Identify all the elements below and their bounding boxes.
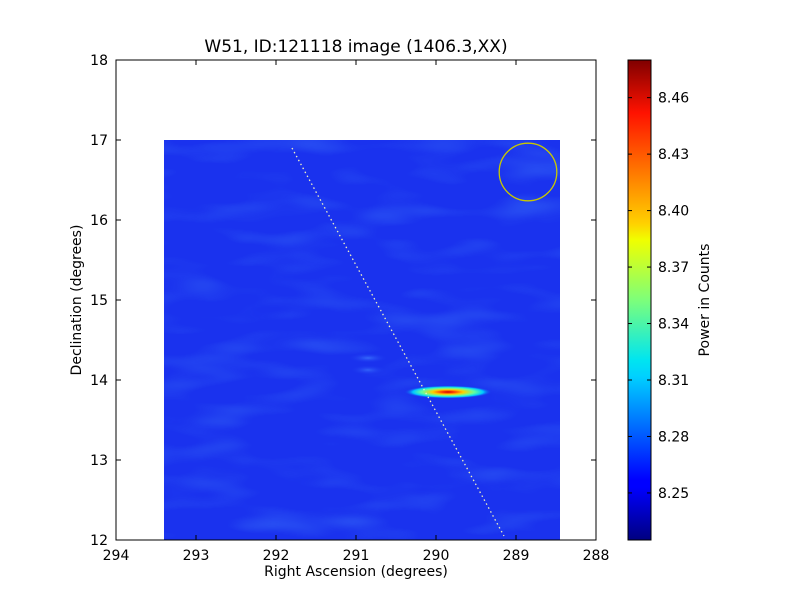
x-tick-label: 291: [343, 548, 370, 564]
colorbar-tick-label: 8.37: [658, 260, 689, 276]
faint-source: [348, 353, 388, 363]
y-axis-ticks: 12 13 14 15 16 17 18: [90, 53, 596, 549]
colorbar-tick-label: 8.28: [658, 429, 689, 445]
colorbar-tick-label: 8.34: [658, 317, 689, 333]
y-tick-label: 15: [90, 293, 108, 309]
dotted-track-line: [291, 147, 505, 537]
y-tick-label: 18: [90, 53, 108, 69]
colorbar-tick-label: 8.43: [658, 147, 689, 163]
x-axis-ticks: 294 293 292 291 290 289 288: [103, 60, 610, 564]
colorbar-ticks: 8.25 8.28 8.31 8.34 8.37 8.40 8.43 8.46: [628, 91, 689, 502]
colorbar-tick-label: 8.25: [658, 486, 689, 502]
x-tick-label: 294: [103, 548, 130, 564]
y-tick-label: 16: [90, 213, 108, 229]
colorbar-tick-label: 8.31: [658, 373, 689, 389]
colorbar-label: Power in Counts: [697, 244, 713, 357]
x-tick-label: 288: [583, 548, 610, 564]
chart-title: W51, ID:121118 image (1406.3,XX): [204, 37, 507, 57]
y-tick-label: 12: [90, 533, 108, 549]
faint-source: [350, 365, 386, 375]
x-axis-label: Right Ascension (degrees): [264, 564, 448, 580]
x-tick-label: 289: [503, 548, 530, 564]
plot-area: 294 293 292 291 290 289 288 12 13 14 15 16 17 18: [90, 53, 609, 564]
heatmap-noise-texture: [164, 140, 560, 540]
colorbar-tick-label: 8.46: [658, 91, 689, 107]
bright-source: [404, 385, 492, 399]
y-axis-label: Declination (degrees): [69, 225, 85, 376]
y-tick-label: 14: [90, 373, 108, 389]
colorbar: 8.25 8.28 8.31 8.34 8.37 8.40 8.43 8.46 Power i…: [627, 59, 713, 541]
x-tick-label: 293: [183, 548, 210, 564]
beam-circle: [498, 142, 558, 202]
colorbar-tick-label: 8.40: [658, 204, 689, 220]
y-tick-label: 13: [90, 453, 108, 469]
x-tick-label: 290: [423, 548, 450, 564]
x-tick-label: 292: [263, 548, 290, 564]
y-tick-label: 17: [90, 133, 108, 149]
colorbar-gradient: [627, 59, 652, 541]
